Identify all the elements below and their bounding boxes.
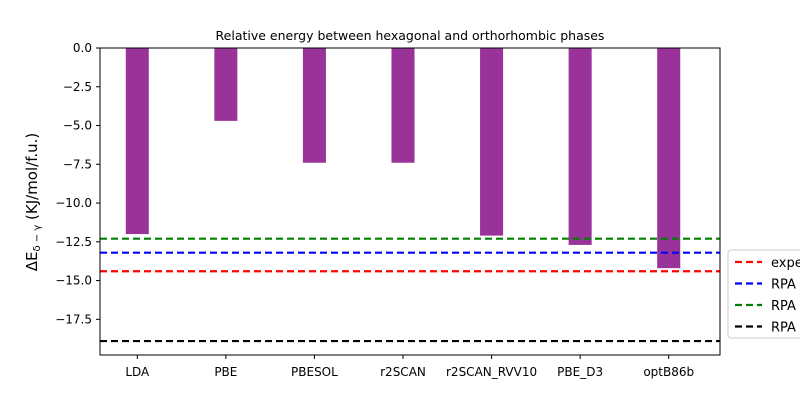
legend-label-4: RPA [771,321,796,336]
x-tick-label: r2SCAN_RVV10 [446,365,537,379]
x-tick-label: PBE [214,365,237,379]
y-axis-label: ΔEδ − γ (KJ/mol/f.u.) [23,133,43,272]
x-tick-label: LDA [125,365,150,379]
x-tick-label: PBESOL [291,365,338,379]
reference-lines-group [100,237,720,343]
bars-group [125,48,681,269]
legend-frame [727,249,800,339]
bar-r2scan_rvv10 [480,48,504,236]
bar-r2scan [391,48,415,163]
y-tick-label: −7.5 [63,157,92,171]
y-tick-label: −10.0 [55,196,92,210]
y-tick-label: −5.0 [63,119,92,133]
plot-frame [99,47,721,356]
y-axis-label-subscript: δ − γ [32,225,43,252]
x-tick-label: PBE_D3 [557,365,603,379]
y-axis: 0.0 −2.5 −5.0 −7.5 −10.0 −12.5 −15.0 −17.5 [55,41,100,326]
y-axis-label-units: (KJ/mol/f.u.) [23,133,41,225]
chart-title: Relative energy between hexagonal and or… [216,28,605,43]
bar-lda [125,48,149,235]
bar-pbe [214,48,238,121]
bar-pbe_d3 [568,48,592,245]
bar-optb86b [657,48,681,269]
y-tick-label: −2.5 [63,80,92,94]
bar-pbesol [302,48,326,163]
x-axis: LDA PBE PBESOL r2SCAN r2SCAN_RVV10 PBE_D3 optB… [125,355,694,379]
x-tick-label: optB86b [643,365,694,379]
y-axis-label-main: ΔE [23,252,41,272]
legend-label-3: RPA [771,299,796,314]
y-tick-label: −17.5 [55,312,92,326]
y-tick-label: −15.0 [55,274,92,288]
x-tick-label: r2SCAN [380,365,426,379]
y-tick-label: −12.5 [55,235,92,249]
legend: expe RPA RPA RPA [727,249,800,339]
legend-label-2: RPA [771,278,796,293]
legend-label-1: expe [771,256,800,271]
y-tick-label: 0.0 [73,41,92,55]
